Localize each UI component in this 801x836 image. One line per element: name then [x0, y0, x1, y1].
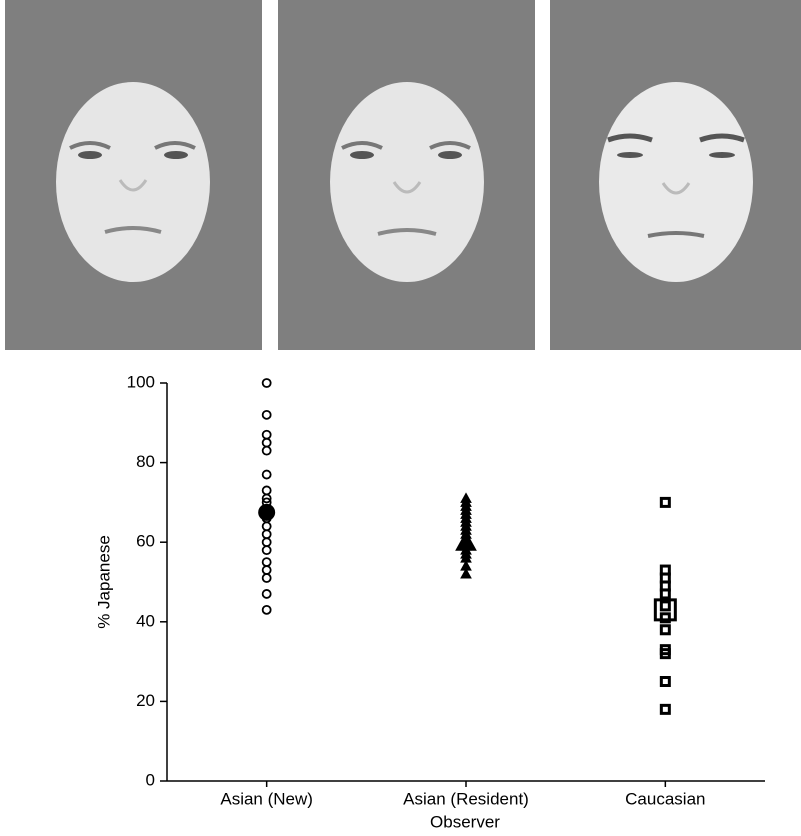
y-tick-label: 20	[136, 691, 155, 710]
x-tick-label: Caucasian	[625, 789, 705, 808]
point	[456, 532, 476, 550]
point	[661, 498, 669, 506]
point	[661, 705, 669, 713]
point	[263, 379, 271, 387]
point	[259, 504, 275, 520]
y-tick-label: 40	[136, 611, 155, 630]
point	[263, 447, 271, 455]
point	[263, 439, 271, 447]
point	[263, 522, 271, 530]
point	[263, 486, 271, 494]
face	[599, 82, 753, 282]
point	[263, 431, 271, 439]
face	[330, 82, 484, 282]
figure: % Japanese Observer 0 20 40 60 80 100 Asian (N…	[0, 0, 801, 836]
y-axis-title: % Japanese	[94, 535, 113, 629]
point	[661, 602, 669, 610]
x-axis-title: Observer	[430, 812, 500, 831]
point	[263, 471, 271, 479]
point	[263, 530, 271, 538]
y-tick-label: 0	[146, 770, 155, 789]
x-tick-label: Asian (New)	[220, 789, 313, 808]
point	[661, 590, 669, 598]
y-tick-label: 80	[136, 452, 155, 471]
point	[263, 411, 271, 419]
y-tick-label: 100	[127, 372, 155, 391]
point	[263, 558, 271, 566]
x-tick-label: Asian (Resident)	[403, 789, 529, 808]
face	[56, 82, 210, 282]
face-panels	[5, 0, 801, 350]
point	[661, 626, 669, 634]
point	[661, 678, 669, 686]
point	[263, 606, 271, 614]
y-tick-label: 60	[136, 532, 155, 551]
point	[263, 538, 271, 546]
point	[263, 574, 271, 582]
point	[263, 566, 271, 574]
point	[263, 546, 271, 554]
point	[263, 590, 271, 598]
